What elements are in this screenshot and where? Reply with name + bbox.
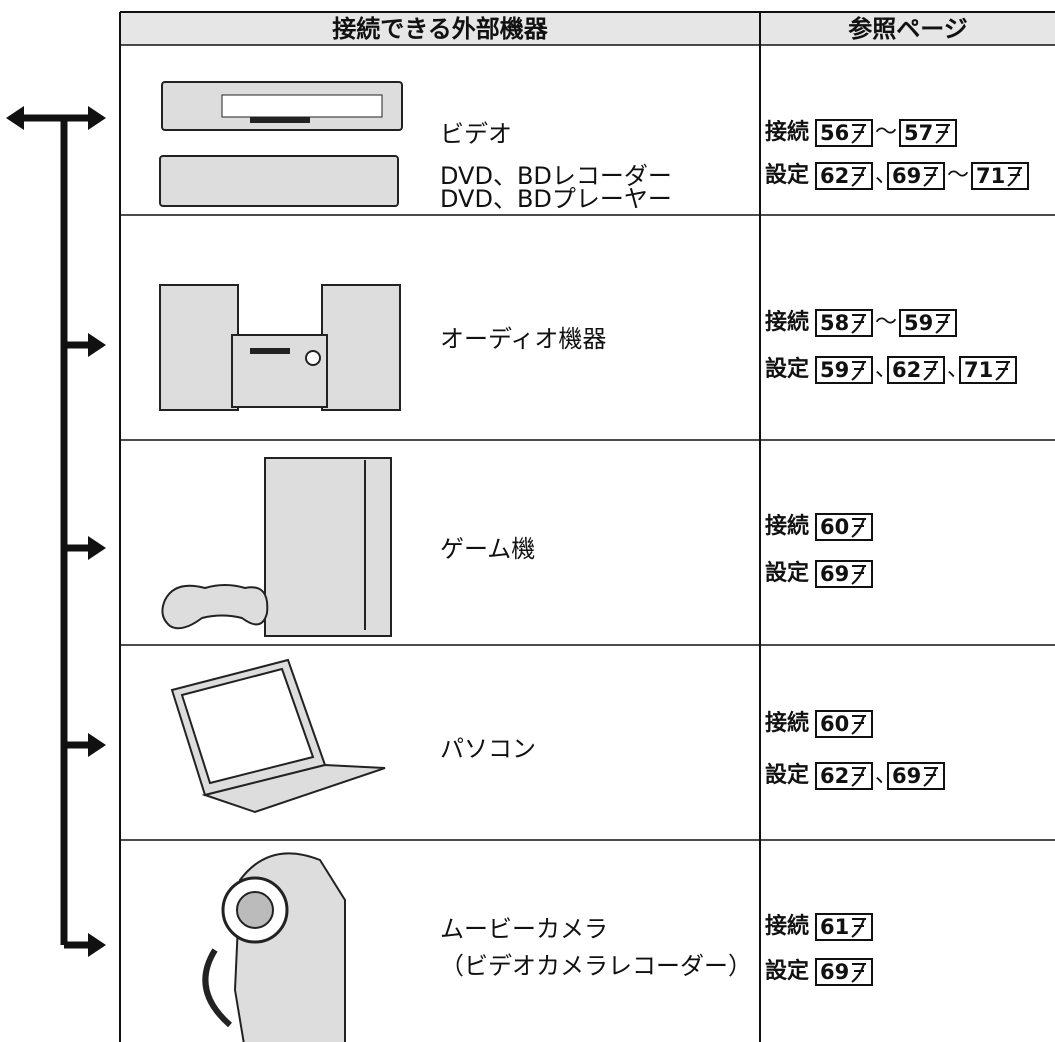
page-icon — [851, 715, 866, 735]
device-name: （ビデオカメラレコーダー） — [440, 952, 752, 980]
ref-label: 設定 — [765, 560, 809, 586]
page-box — [815, 913, 873, 941]
page-number: 62 — [892, 358, 921, 382]
page-number: 69 — [892, 764, 921, 788]
device-images — [159, 81, 403, 1042]
separator: 、 — [947, 357, 969, 382]
page-box — [815, 119, 873, 147]
arrow-head — [88, 333, 106, 357]
arrow-head — [88, 733, 106, 757]
page-icon — [923, 767, 938, 787]
page-box — [815, 762, 873, 790]
page-icon — [851, 767, 866, 787]
page-box — [899, 119, 957, 147]
page-icon — [851, 518, 866, 538]
ref-label: 設定 — [765, 162, 809, 188]
device-name: パソコン — [440, 735, 536, 763]
page-icon — [923, 361, 938, 381]
separator: ～ — [875, 120, 897, 145]
device-name: DVD、BDレコーダー — [440, 162, 672, 190]
page-icon — [923, 167, 938, 187]
page-box — [815, 710, 873, 738]
page-box — [815, 356, 873, 384]
page-box — [887, 162, 945, 190]
page-icon — [995, 361, 1010, 381]
ref-label: 設定 — [765, 356, 809, 382]
page-number: 69 — [820, 562, 849, 586]
device-name: オーディオ機器 — [440, 325, 606, 353]
page-box — [899, 309, 957, 337]
page-number: 61 — [820, 915, 849, 939]
ref-label: 設定 — [765, 958, 809, 984]
device-name: ムービーカメラ — [440, 915, 608, 943]
page-icon — [935, 124, 950, 144]
page-box — [815, 958, 873, 986]
arrow-head — [6, 106, 24, 130]
page-number: 69 — [892, 164, 921, 188]
page-number: 59 — [904, 311, 933, 335]
separator: 、 — [875, 357, 897, 382]
ref-label: 接続 — [765, 513, 809, 539]
ref-label: 接続 — [765, 309, 809, 335]
device-name: ビデオ — [440, 120, 512, 148]
page-number: 60 — [820, 515, 849, 539]
arrow-head — [88, 106, 106, 130]
device-name: ゲーム機 — [440, 535, 535, 563]
page-icon — [851, 565, 866, 585]
page-icon — [851, 167, 866, 187]
header-cell: 参照ページ — [848, 15, 968, 43]
ref-label: 接続 — [765, 119, 809, 145]
arrow-head — [88, 933, 106, 957]
page-icon — [851, 963, 866, 983]
page-number: 57 — [904, 121, 933, 145]
page-number: 56 — [820, 121, 849, 145]
page-icon — [851, 361, 866, 381]
page-icon — [851, 124, 866, 144]
page-box — [887, 762, 945, 790]
page-number: 69 — [820, 960, 849, 984]
page-icon — [935, 314, 950, 334]
page-number: 62 — [820, 764, 849, 788]
page-box — [959, 356, 1017, 384]
page-box — [815, 560, 873, 588]
ref-label: 接続 — [765, 710, 809, 736]
ref-label: 接続 — [765, 913, 809, 939]
header-cell: 接続できる外部機器 — [332, 15, 549, 43]
separator: 、 — [875, 163, 897, 188]
page-number: 58 — [820, 311, 849, 335]
page-icon — [851, 314, 866, 334]
separator: ～ — [947, 163, 969, 188]
page-number: 71 — [964, 358, 993, 382]
arrow-head — [88, 536, 106, 560]
page-box — [815, 309, 873, 337]
separator: ～ — [875, 310, 897, 335]
page-box — [815, 162, 873, 190]
device-name: DVD、BDプレーヤー — [440, 185, 672, 213]
header-bg — [120, 12, 1055, 45]
page-number: 62 — [820, 164, 849, 188]
page-box — [887, 356, 945, 384]
page-number: 71 — [976, 164, 1005, 188]
page-icon — [1007, 167, 1022, 187]
page-number: 60 — [820, 712, 849, 736]
ref-label: 設定 — [765, 762, 809, 788]
page-box — [815, 513, 873, 541]
page-number: 59 — [820, 358, 849, 382]
page-icon — [851, 918, 866, 938]
separator: 、 — [875, 763, 897, 788]
page-box — [971, 162, 1029, 190]
